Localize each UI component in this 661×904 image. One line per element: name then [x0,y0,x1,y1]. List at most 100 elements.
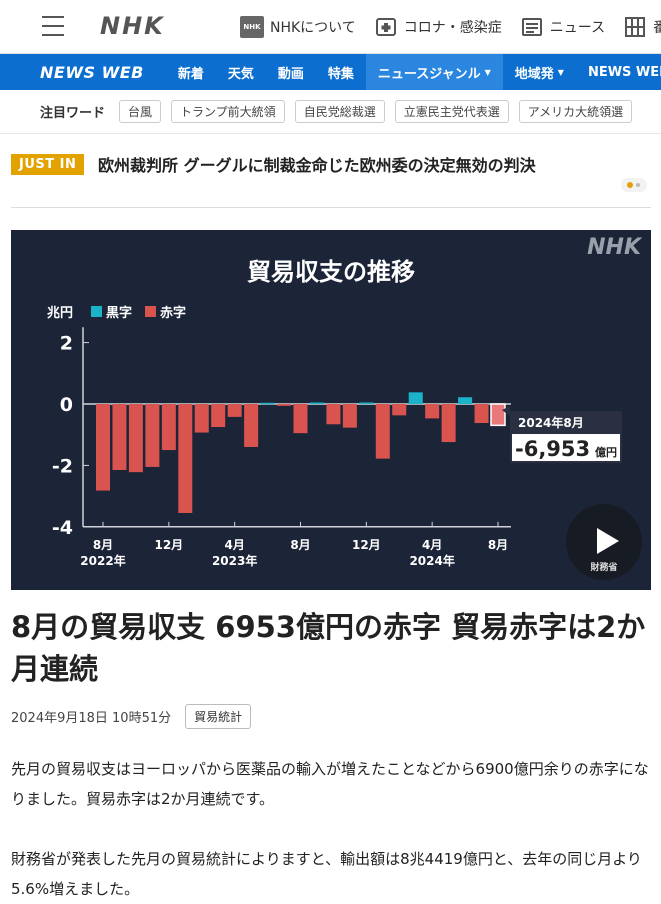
x-tick-year: 2024年 [409,553,454,568]
bar-deficit [441,404,456,443]
x-tick-label: 4月 [224,538,244,552]
header-link-covid[interactable]: コロナ・感染症 [374,16,502,38]
nav-item-weather[interactable]: 天気 [227,66,254,82]
keyword-chip[interactable]: トランプ前大統領 [171,100,285,123]
keyword-chip[interactable]: 台風 [119,100,162,123]
header-link-about[interactable]: NHK NHKについて [240,16,356,38]
keywords-title: 注目ワード [40,106,106,121]
grid-icon [623,16,647,38]
callout-value: -6,953 [515,437,590,461]
article-tag[interactable]: 貿易統計 [185,704,252,729]
newspaper-icon [520,16,544,38]
bar-deficit [211,404,226,428]
bar-deficit [375,404,390,459]
nhk-logo[interactable]: NHK [100,12,165,40]
news-web-brand[interactable]: NEWS WEB [40,62,144,82]
play-button[interactable]: 財務省 [566,504,642,580]
keyword-chip[interactable]: 立憲民主党代表選 [394,100,509,123]
nav-item-label: 地域発 [514,66,554,82]
keyword-chip[interactable]: 自民党総裁選 [294,100,385,123]
y-tick-label: 2 [60,333,73,355]
bar-deficit [425,404,440,419]
x-tick-label: 12月 [352,538,381,552]
caret-down-icon: ▼ [484,67,491,77]
chart-video-thumbnail[interactable]: 貿易収支の推移 NHK 兆円 黒字 赤字 2 0 -2 -4 8月 2022年 12月 4月 2023年 8… [11,230,651,590]
legend-label: 黒字 [106,305,132,321]
callout-value-box [512,434,620,461]
bar-deficit [277,404,292,406]
x-tick-label: 8月 [488,538,508,552]
bar-deficit [392,404,407,416]
legend-swatch [91,306,102,317]
bar-deficit [145,404,160,467]
nav-item-video[interactable]: 動画 [277,66,304,82]
video-source-label: 財務省 [590,563,618,573]
article-paragraph: 先月の貿易収支はヨーロッパから医薬品の輸入が増えたことなどから6900億円余りの… [11,760,649,808]
bar-surplus [458,397,473,404]
header-link-label: NHKについて [270,20,356,36]
just-in-badge: JUST IN [11,154,85,175]
bar-surplus [260,402,275,405]
bar-deficit [128,404,143,473]
keywords-row: 注目ワード 台風 トランプ前大統領 自民党総裁選 立憲民主党代表選 アメリカ大統… [0,90,661,134]
x-tick-label: 8月 [93,538,113,552]
just-in-headline[interactable]: 欧州裁判所 グーグルに制裁金命じた欧州委の決定無効の判決 [98,156,536,175]
play-icon [597,528,619,554]
caret-down-icon: ▼ [557,67,564,77]
article-date: 2024年9月18日 10時51分 [11,711,172,726]
bar-deficit [474,404,489,424]
legend-swatch [145,306,156,317]
header-link-news[interactable]: ニュース [520,16,605,38]
callout-unit: 億円 [595,445,617,459]
x-tick-year: 2023年 [212,553,257,568]
main-nav: NEWS WEB 新着 天気 動画 特集 ニュースジャンル ▼ 地域発 ▼ NE… [0,54,661,90]
x-tick-label: 4月 [422,538,442,552]
carousel-pager[interactable] [621,178,647,192]
just-in-bar: JUST IN 欧州裁判所 グーグルに制裁金命じた欧州委の決定無効の判決 [11,150,651,208]
header-link-label: 番組 [653,20,661,36]
header-link-programs[interactable]: 番組 [623,16,661,38]
bar-deficit [178,404,193,513]
bar-deficit [227,404,242,417]
bar-deficit [293,404,308,434]
bar-surplus [359,402,374,404]
nav-item-regional[interactable]: 地域発 ▼ [503,54,576,90]
nav-item-news-web-easy[interactable]: NEWS WEB EASY [587,64,661,80]
medical-icon [374,16,398,38]
y-tick-label: -2 [52,455,73,477]
bar-deficit [244,404,259,447]
bar-deficit [326,404,341,425]
bar-deficit [161,404,176,451]
bar-surplus [309,402,324,404]
x-tick-year: 2022年 [80,553,125,568]
bar-deficit [342,404,357,428]
pager-dot[interactable] [636,183,640,187]
article-paragraph: 財務省が発表した先月の貿易統計によりますと、輸出額は8兆4419億円と、去年の同… [11,850,642,898]
nav-item-latest[interactable]: 新着 [177,66,204,82]
header-link-label: コロナ・感染症 [403,20,502,36]
callout-label: 2024年8月 [518,415,584,430]
y-axis-unit: 兆円 [47,305,73,321]
bar-deficit [96,404,110,491]
menu-icon[interactable] [42,16,64,36]
bar-highlight [490,403,506,427]
keyword-chip[interactable]: アメリカ大統領選 [518,100,633,123]
nhk-badge-icon: NHK [240,16,264,38]
bar-deficit [112,404,127,471]
bar-surplus [408,392,423,404]
pager-dot-active[interactable] [627,182,633,188]
nhk-watermark: NHK [587,235,643,260]
nav-item-features[interactable]: 特集 [327,66,354,82]
x-tick-label: 8月 [290,538,310,552]
y-tick-label: -4 [52,517,73,539]
bar-deficit [194,404,209,433]
header-links: NHK NHKについて コロナ・感染症 ニュース 番組 [240,0,661,54]
x-tick-label: 12月 [154,538,183,552]
nav-item-news-genre[interactable]: ニュースジャンル ▼ [365,54,503,90]
header-link-label: ニュース [549,20,606,36]
y-tick-label: 0 [60,394,73,416]
chart-title: 貿易収支の推移 [247,258,415,286]
callout-pointer [502,406,510,416]
legend-label: 赤字 [160,305,186,321]
